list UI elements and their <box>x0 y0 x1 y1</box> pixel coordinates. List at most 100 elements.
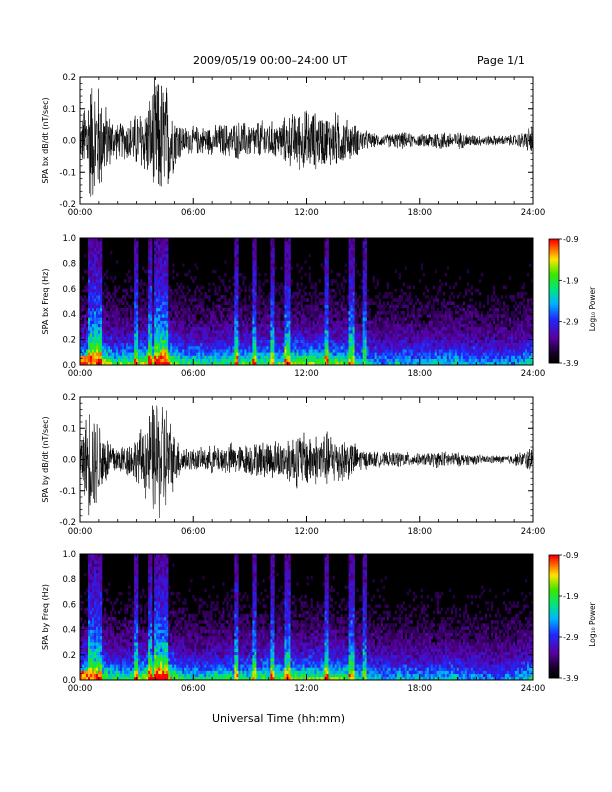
spectrogram-cell <box>246 323 249 328</box>
spectrogram-cell <box>98 336 101 340</box>
spectrogram-cell <box>98 263 101 267</box>
spectrogram-cell <box>298 358 301 363</box>
spectrogram-cell <box>96 361 99 366</box>
spectrogram-cell <box>256 336 259 340</box>
spectrogram-cell <box>262 352 265 356</box>
spectrogram-cell <box>362 238 365 242</box>
spectrogram-cell <box>254 288 257 293</box>
spectrogram-cell <box>134 269 137 274</box>
spectrogram-cell <box>350 282 353 286</box>
spectrogram-cell <box>296 342 299 347</box>
spectrogram-cell <box>424 323 428 328</box>
spectrogram-cell <box>136 326 139 331</box>
spectrogram-cell <box>138 333 141 337</box>
spectrogram-cell <box>98 298 101 302</box>
spectrogram-cell <box>338 314 341 318</box>
spectrogram-cell <box>426 361 430 366</box>
spectrogram-cell <box>296 336 299 340</box>
spectrogram-cell <box>438 358 442 363</box>
spectrogram-cell <box>150 336 153 340</box>
spectrogram-cell <box>268 352 271 356</box>
spectrogram-cell <box>378 301 381 305</box>
spectrogram-cell <box>324 295 327 299</box>
spectrogram-cell <box>206 361 209 366</box>
spectrogram-cell <box>108 336 111 340</box>
spectrogram-cell <box>162 238 165 242</box>
spectrogram-cell <box>438 288 442 293</box>
spectrogram-cell <box>216 361 219 366</box>
spectrogram-cell <box>448 285 452 290</box>
spectrogram-cell <box>290 333 293 337</box>
spectrogram-cell <box>352 326 355 331</box>
spectrogram-cell <box>326 349 329 353</box>
y-tick-label: -0.2 <box>59 200 76 210</box>
spectrogram-cell <box>144 317 147 321</box>
spectrogram-cell <box>132 339 135 344</box>
spectrogram-cell <box>120 345 123 350</box>
spectrogram-cell <box>114 361 117 366</box>
spectrogram-cell <box>200 358 203 363</box>
spectrogram-cell <box>364 238 367 242</box>
spectrogram-cell <box>90 285 93 290</box>
spectrogram-cell <box>366 314 369 318</box>
spectrogram-cell <box>340 326 343 331</box>
spectrogram-cell <box>128 361 131 366</box>
spectrogram-cell <box>302 330 305 334</box>
spectrogram-cell <box>328 320 331 325</box>
spectrogram-cell <box>94 330 97 334</box>
spectrogram-cell <box>348 247 351 251</box>
spectrogram-cell <box>88 257 91 261</box>
spectrogram-cell <box>252 342 255 347</box>
spectrogram-cell <box>160 295 163 299</box>
spectrogram-cell <box>178 295 181 299</box>
spectrogram-cell <box>442 339 446 344</box>
spectrogram-cell <box>332 339 335 344</box>
spectrogram-cell <box>334 349 337 353</box>
spectrogram-cell <box>458 339 462 344</box>
spectrogram-cell <box>450 345 454 350</box>
spectrogram-cell <box>176 320 179 325</box>
spectrogram-cell <box>390 323 393 328</box>
spectrogram-cell <box>314 304 317 309</box>
spectrogram-cell <box>102 361 105 366</box>
spectrogram-cell <box>186 317 189 321</box>
spectrogram-cell <box>222 352 225 356</box>
spectrogram-cell <box>326 244 329 248</box>
spectrogram-cell <box>454 336 458 340</box>
spectrogram-cell <box>328 336 331 340</box>
spectrogram-cell <box>410 298 414 302</box>
spectrogram-cell <box>148 349 151 353</box>
spectrogram-cell <box>456 295 460 299</box>
spectrogram-cell <box>436 345 440 350</box>
spectrogram-cell <box>286 352 289 356</box>
spectrogram-cell <box>146 361 149 366</box>
spectrogram-cell <box>390 345 393 350</box>
spectrogram-cell <box>90 257 93 261</box>
spectrogram-cell <box>362 355 365 359</box>
spectrogram-cell <box>402 304 406 309</box>
spectrogram-cell <box>474 314 478 318</box>
spectrogram-cell <box>106 358 109 363</box>
spectrogram-cell <box>92 298 95 302</box>
spectrogram-cell <box>460 342 464 347</box>
spectrogram-cell <box>156 342 159 347</box>
spectrogram-cell <box>278 358 281 363</box>
spectrogram-cell <box>170 358 173 363</box>
spectrogram-cell <box>94 361 97 366</box>
spectrogram-cell <box>118 307 121 312</box>
spectrogram-cell <box>222 333 225 337</box>
spectrogram-cell <box>336 304 339 309</box>
spectrogram-cell <box>458 336 462 340</box>
spectrogram-cell <box>404 317 408 321</box>
spectrogram-cell <box>144 314 147 318</box>
spectrogram-cell <box>192 349 195 353</box>
spectrogram-cell <box>362 345 365 350</box>
spectrogram-cell <box>98 317 101 321</box>
spectrogram-cell <box>364 282 367 286</box>
spectrogram-cell <box>300 298 303 302</box>
spectrogram-cell <box>322 345 325 350</box>
spectrogram-cell <box>140 282 143 286</box>
spectrogram-cell <box>234 326 237 331</box>
spectrogram-cell <box>130 276 133 280</box>
spectrogram-cell <box>256 358 259 363</box>
